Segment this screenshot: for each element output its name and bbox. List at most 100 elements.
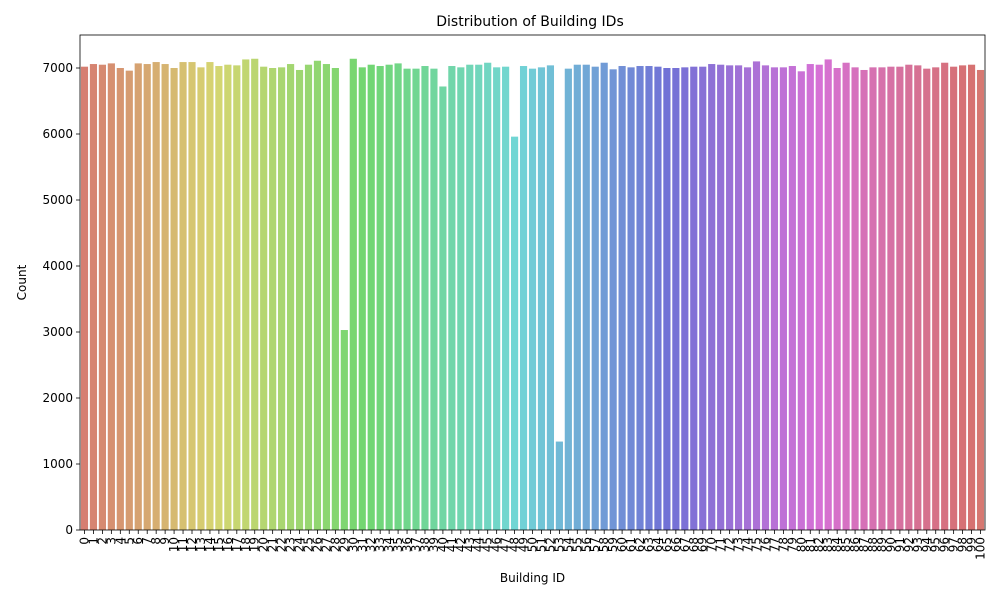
bar-94: [923, 68, 931, 530]
bar-82: [815, 64, 823, 530]
y-tick-label: 3000: [42, 325, 73, 339]
y-tick-label: 4000: [42, 259, 73, 273]
x-tick-label: 71: [714, 537, 728, 552]
bar-1: [89, 64, 98, 530]
bar-4: [116, 68, 124, 530]
bar-26: [313, 60, 322, 531]
bar-61: [627, 67, 635, 530]
bar-15: [215, 66, 223, 531]
bar-88: [869, 67, 877, 530]
bar-11: [179, 62, 187, 531]
x-tick-label: 69: [696, 537, 710, 552]
x-tick-label: 66: [669, 537, 683, 552]
x-tick-label: 60: [615, 537, 629, 552]
bar-40: [439, 86, 447, 530]
bar-84: [833, 68, 841, 530]
bar-8: [152, 62, 160, 531]
x-tick-label: 84: [830, 537, 844, 552]
bar-58: [600, 62, 608, 530]
x-tick-label: 31: [355, 537, 369, 552]
x-tick-label: 65: [660, 537, 674, 552]
bar-2: [98, 64, 106, 530]
bar-95: [932, 67, 940, 530]
bar-69: [699, 66, 707, 531]
x-tick-label: 52: [543, 537, 557, 552]
bar-9: [161, 64, 169, 530]
bar-60: [618, 66, 626, 531]
bar-0: [80, 66, 89, 531]
bar-64: [654, 66, 662, 531]
x-tick-label: 88: [866, 537, 880, 552]
x-tick-label: 74: [741, 537, 755, 552]
x-tick-label: 100: [974, 537, 988, 560]
x-tick-label: 93: [911, 537, 925, 552]
bar-48: [511, 136, 519, 530]
bar-100: [976, 69, 985, 530]
x-tick-label: 54: [561, 537, 575, 552]
bar-76: [761, 65, 770, 531]
x-tick-label: 43: [463, 537, 477, 552]
chart-title: Distribution of Building IDs: [436, 14, 624, 30]
x-tick-label: 56: [579, 537, 593, 552]
bar-54: [564, 68, 572, 530]
x-tick-label: 99: [965, 537, 979, 552]
bar-57: [591, 66, 599, 531]
bar-50: [528, 68, 537, 530]
bar-23: [286, 64, 295, 530]
y-tick-label: 2000: [42, 391, 73, 405]
x-tick-label: 47: [499, 537, 513, 552]
x-tick-label: 17: [230, 537, 244, 552]
x-tick-label: 33: [373, 537, 387, 552]
bar-44: [475, 64, 483, 530]
bar-86: [851, 67, 859, 530]
x-tick-label: 83: [821, 537, 835, 552]
bar-10: [170, 68, 178, 530]
x-tick-label: 94: [920, 537, 934, 552]
x-tick-label: 39: [427, 537, 441, 552]
bar-20: [260, 66, 268, 531]
bar-12: [188, 62, 196, 531]
bar-75: [752, 61, 761, 531]
x-tick-label: 64: [651, 537, 665, 552]
bar-90: [887, 66, 895, 531]
bar-33: [376, 66, 384, 531]
bar-3: [107, 63, 115, 530]
bar-85: [842, 62, 850, 530]
bars-group: [80, 58, 985, 531]
x-tick-label: 24: [293, 537, 307, 552]
bar-18: [242, 59, 250, 531]
x-tick-label: 38: [418, 537, 432, 552]
x-tick-label: 5: [122, 537, 136, 545]
bar-38: [421, 66, 429, 531]
x-tick-label: 34: [382, 537, 396, 552]
bar-59: [609, 69, 617, 530]
bar-29: [340, 330, 348, 530]
bar-5: [125, 70, 133, 530]
bar-87: [860, 69, 868, 530]
x-tick-label: 67: [678, 537, 692, 552]
x-tick-label: 82: [812, 537, 826, 552]
bar-39: [430, 68, 438, 530]
x-tick-label: 9: [158, 537, 172, 545]
x-tick-label: 19: [248, 537, 262, 552]
bar-99: [967, 64, 976, 530]
bar-49: [519, 66, 528, 531]
bar-6: [134, 63, 142, 530]
x-tick-label: 4: [113, 537, 127, 545]
bar-52: [546, 65, 555, 531]
bar-31: [358, 67, 366, 530]
x-tick-label: 87: [857, 537, 871, 552]
bar-37: [412, 68, 420, 530]
x-tick-label: 72: [723, 537, 737, 552]
x-tick-label: 86: [848, 537, 862, 552]
bar-92: [905, 64, 913, 530]
x-tick-label: 40: [436, 537, 450, 552]
bar-28: [331, 68, 339, 530]
x-tick-label: 12: [185, 537, 199, 552]
x-tick-label: 55: [570, 537, 584, 552]
bar-97: [950, 66, 958, 531]
x-tick-label: 36: [400, 537, 414, 552]
x-tick-label: 18: [239, 537, 253, 552]
bar-74: [743, 67, 752, 530]
